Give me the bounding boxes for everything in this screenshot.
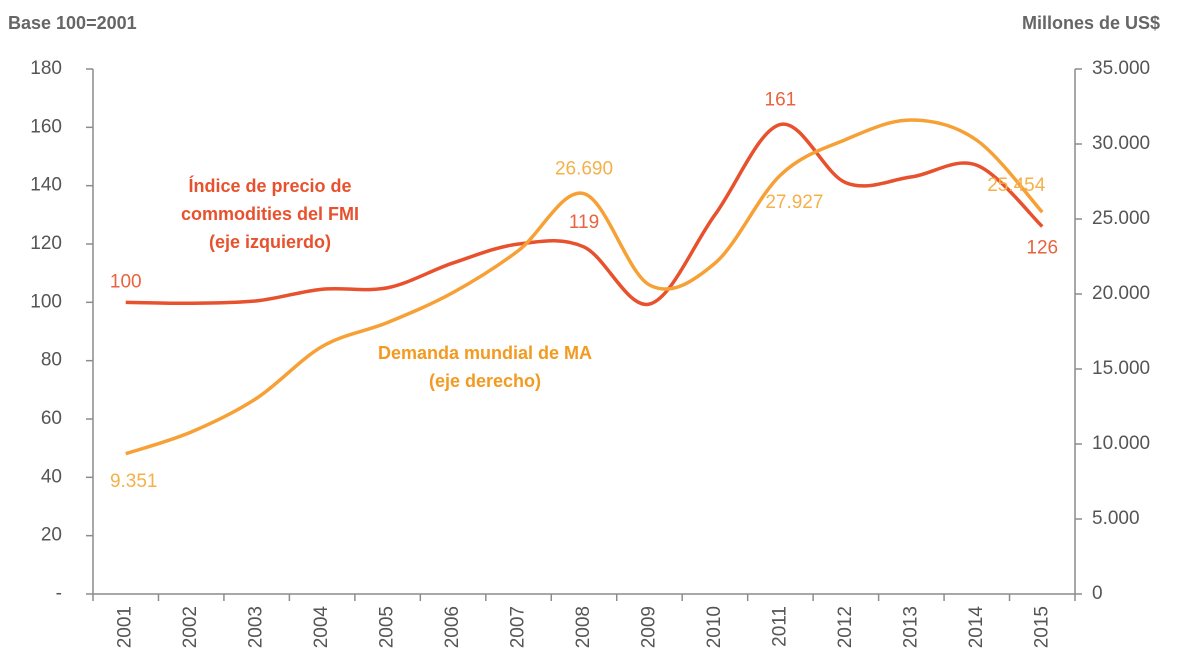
y2-tick-label: 5.000 bbox=[1092, 508, 1140, 529]
x-tick-label: 2004 bbox=[311, 606, 332, 649]
annotation: Índice de precio de bbox=[188, 175, 351, 196]
y-axis-title: Base 100=2001 bbox=[8, 13, 137, 33]
data-label: 9.351 bbox=[110, 471, 158, 492]
series-line bbox=[125, 118, 1044, 456]
y-tick-label: 100 bbox=[30, 291, 62, 312]
x-tick-label: 2001 bbox=[115, 606, 136, 648]
y-tick-label: 160 bbox=[30, 116, 62, 137]
data-label: 26.690 bbox=[555, 159, 613, 180]
data-label: 126 bbox=[1026, 238, 1058, 259]
annotation: (eje derecho) bbox=[429, 371, 541, 391]
x-tick-label: 2010 bbox=[704, 606, 725, 648]
x-tick-label: 2006 bbox=[442, 606, 463, 648]
y-tick-label: - bbox=[56, 583, 62, 604]
y-tick-label: 20 bbox=[41, 525, 62, 546]
data-label: 27.927 bbox=[765, 192, 823, 213]
annotation: commodities del FMI bbox=[181, 204, 359, 224]
x-tick-label: 2003 bbox=[246, 606, 267, 648]
x-tick-label: 2005 bbox=[377, 606, 398, 648]
x-tick-label: 2013 bbox=[900, 606, 921, 648]
x-tick-label: 2007 bbox=[508, 606, 529, 648]
data-label: 161 bbox=[765, 89, 797, 110]
y-tick-label: 80 bbox=[41, 350, 62, 371]
y2-tick-label: 30.000 bbox=[1092, 133, 1150, 154]
y2-tick-label: 20.000 bbox=[1092, 283, 1150, 304]
x-tick-label: 2008 bbox=[573, 606, 594, 648]
y2-tick-label: 0 bbox=[1092, 583, 1103, 604]
y-tick-label: 120 bbox=[30, 233, 62, 254]
y2-tick-label: 15.000 bbox=[1092, 358, 1150, 379]
y2-tick-label: 35.000 bbox=[1092, 58, 1150, 79]
data-label: 119 bbox=[569, 212, 599, 233]
y-tick-label: 180 bbox=[30, 58, 62, 79]
data-label: 100 bbox=[110, 271, 142, 292]
data-label: 25.454 bbox=[987, 175, 1046, 196]
y2-tick-label: 10.000 bbox=[1092, 433, 1150, 454]
y2-axis-title: Millones de US$ bbox=[1022, 13, 1160, 33]
x-tick-label: 2015 bbox=[1031, 606, 1052, 648]
x-tick-label: 2002 bbox=[180, 606, 201, 648]
x-tick-label: 2012 bbox=[835, 606, 856, 648]
x-tick-label: 2009 bbox=[638, 606, 659, 648]
series-line bbox=[125, 122, 1044, 306]
x-tick-label: 2014 bbox=[966, 606, 987, 649]
y-tick-label: 140 bbox=[30, 175, 62, 196]
annotation: Demanda mundial de MA bbox=[378, 343, 592, 363]
x-tick-label: 2011 bbox=[769, 606, 790, 647]
y-tick-label: 60 bbox=[41, 408, 62, 429]
y-tick-label: 40 bbox=[41, 466, 62, 487]
annotation: (eje izquierdo) bbox=[209, 232, 331, 252]
y2-tick-label: 25.000 bbox=[1092, 208, 1150, 229]
